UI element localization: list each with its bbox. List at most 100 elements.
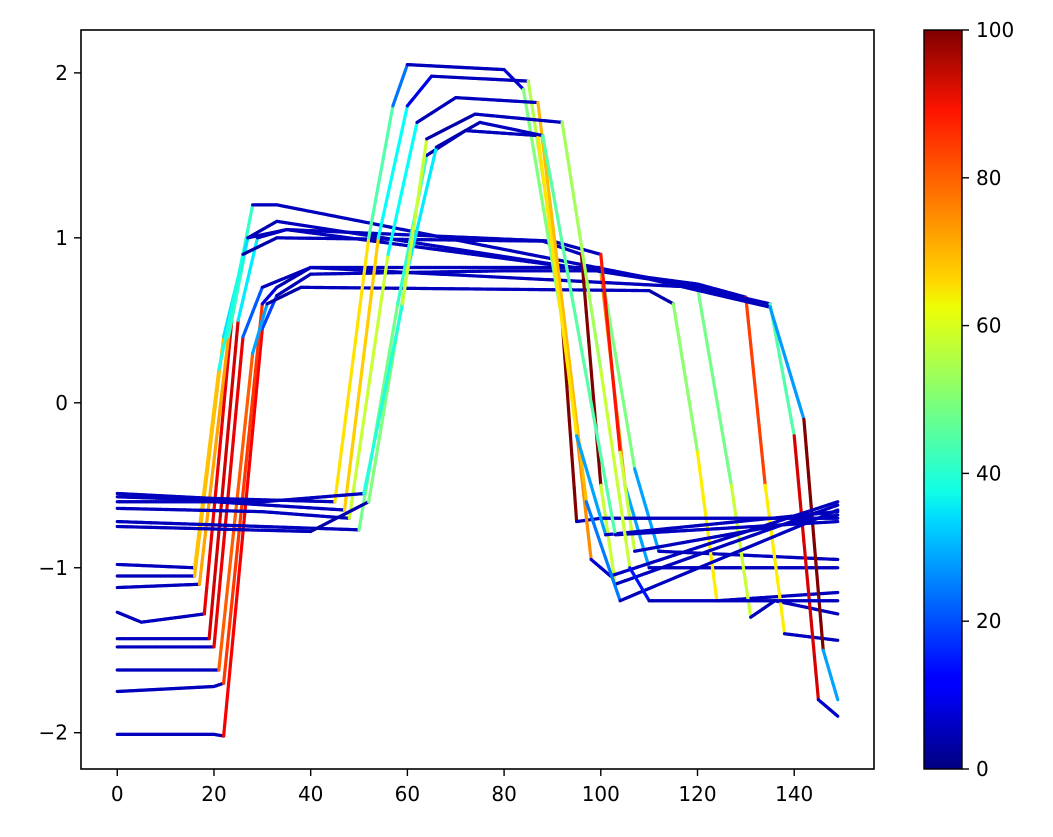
series-segment [243, 277, 250, 291]
series-segment [782, 381, 789, 398]
series-segment [364, 468, 371, 484]
series-segment [579, 460, 586, 484]
series-line [115, 120, 840, 537]
series-segment [422, 137, 429, 157]
series-segment [591, 414, 598, 431]
series-segment [384, 373, 390, 389]
series-segment [405, 240, 412, 256]
series-segment [369, 351, 376, 372]
series-segment [226, 555, 233, 582]
series-segment [222, 379, 228, 409]
x-tick-label: 40 [298, 782, 323, 806]
series-segment [214, 593, 221, 623]
series-segment [347, 450, 354, 473]
series-segment [582, 259, 588, 279]
y-axis: −2 −1 0 1 2 [39, 61, 81, 745]
series-segment [591, 321, 598, 341]
series-segment [570, 452, 576, 490]
series-segment [429, 155, 436, 170]
series-segment [756, 413, 762, 440]
series-segment [589, 368, 596, 401]
series-segment [357, 434, 364, 454]
series-segment [381, 385, 388, 401]
series-segment [381, 143, 388, 161]
x-tick-label: 140 [775, 782, 813, 806]
series-segment [350, 430, 356, 454]
series-segment [408, 142, 414, 157]
colorbar-tick-label: 20 [976, 609, 1001, 633]
series-segment [804, 446, 811, 479]
series-segment [258, 326, 264, 356]
series-segment [364, 236, 371, 259]
series-segment [224, 335, 231, 360]
series-segment [243, 396, 250, 423]
series-segment [197, 562, 204, 586]
series-segment [379, 285, 385, 306]
series-segment [355, 450, 361, 471]
series-segment [749, 342, 755, 370]
series-segment [367, 485, 373, 504]
series-segment [722, 441, 729, 459]
series-segment [594, 337, 600, 356]
series-segment [560, 321, 567, 344]
series-segment [369, 209, 376, 227]
series-segment [575, 213, 581, 233]
series-segment [780, 613, 787, 636]
series-segment [608, 323, 615, 342]
series-segment [350, 349, 356, 372]
series-segment [819, 619, 825, 652]
series-segment [248, 397, 255, 424]
series-segment [229, 632, 235, 662]
series-segment [224, 322, 231, 337]
series-segment [531, 145, 538, 164]
series-segment [804, 566, 811, 596]
series-segment [238, 298, 245, 312]
series-segment [214, 368, 221, 392]
series-segment [238, 335, 245, 365]
series-segment [367, 456, 373, 472]
series-segment [396, 137, 402, 152]
series-segment [226, 322, 233, 339]
series-segment [548, 227, 555, 250]
series-segment [217, 397, 223, 421]
series-segment [671, 302, 678, 321]
series-segment [608, 434, 615, 454]
series-segment [415, 186, 422, 207]
series-segment [625, 549, 632, 570]
series-segment [236, 273, 243, 289]
series-segment [400, 175, 407, 190]
series-segment [587, 290, 593, 310]
series-segment [253, 236, 260, 250]
series-segment [371, 255, 378, 279]
series-segment [541, 133, 547, 151]
series-segment [833, 503, 840, 508]
series-segment [388, 230, 395, 245]
series-segment [582, 480, 588, 504]
series-segment [529, 95, 535, 115]
series-segment [209, 584, 216, 614]
series-segment [572, 400, 579, 424]
series-segment [371, 456, 378, 475]
series-segment [241, 468, 248, 496]
series-segment [205, 500, 211, 524]
series-segment [536, 133, 542, 156]
series-segment [420, 197, 426, 211]
x-axis: 0 20 40 60 80 100 120 140 [111, 769, 813, 806]
series-segment [367, 368, 373, 388]
series-segment [833, 712, 840, 718]
series-segment [616, 366, 622, 385]
series-segment [548, 246, 555, 265]
series-segment [538, 188, 545, 207]
series-segment [596, 440, 603, 458]
series-segment [217, 356, 223, 372]
series-segment [388, 330, 395, 348]
series-segment [403, 252, 409, 269]
series-segment [374, 183, 380, 200]
series-segment [229, 298, 235, 314]
series-segment [715, 398, 721, 417]
series-segment [565, 151, 571, 171]
series-segment [577, 334, 584, 351]
series-segment [582, 493, 588, 519]
series-segment [236, 361, 243, 391]
series-segment [376, 408, 383, 424]
